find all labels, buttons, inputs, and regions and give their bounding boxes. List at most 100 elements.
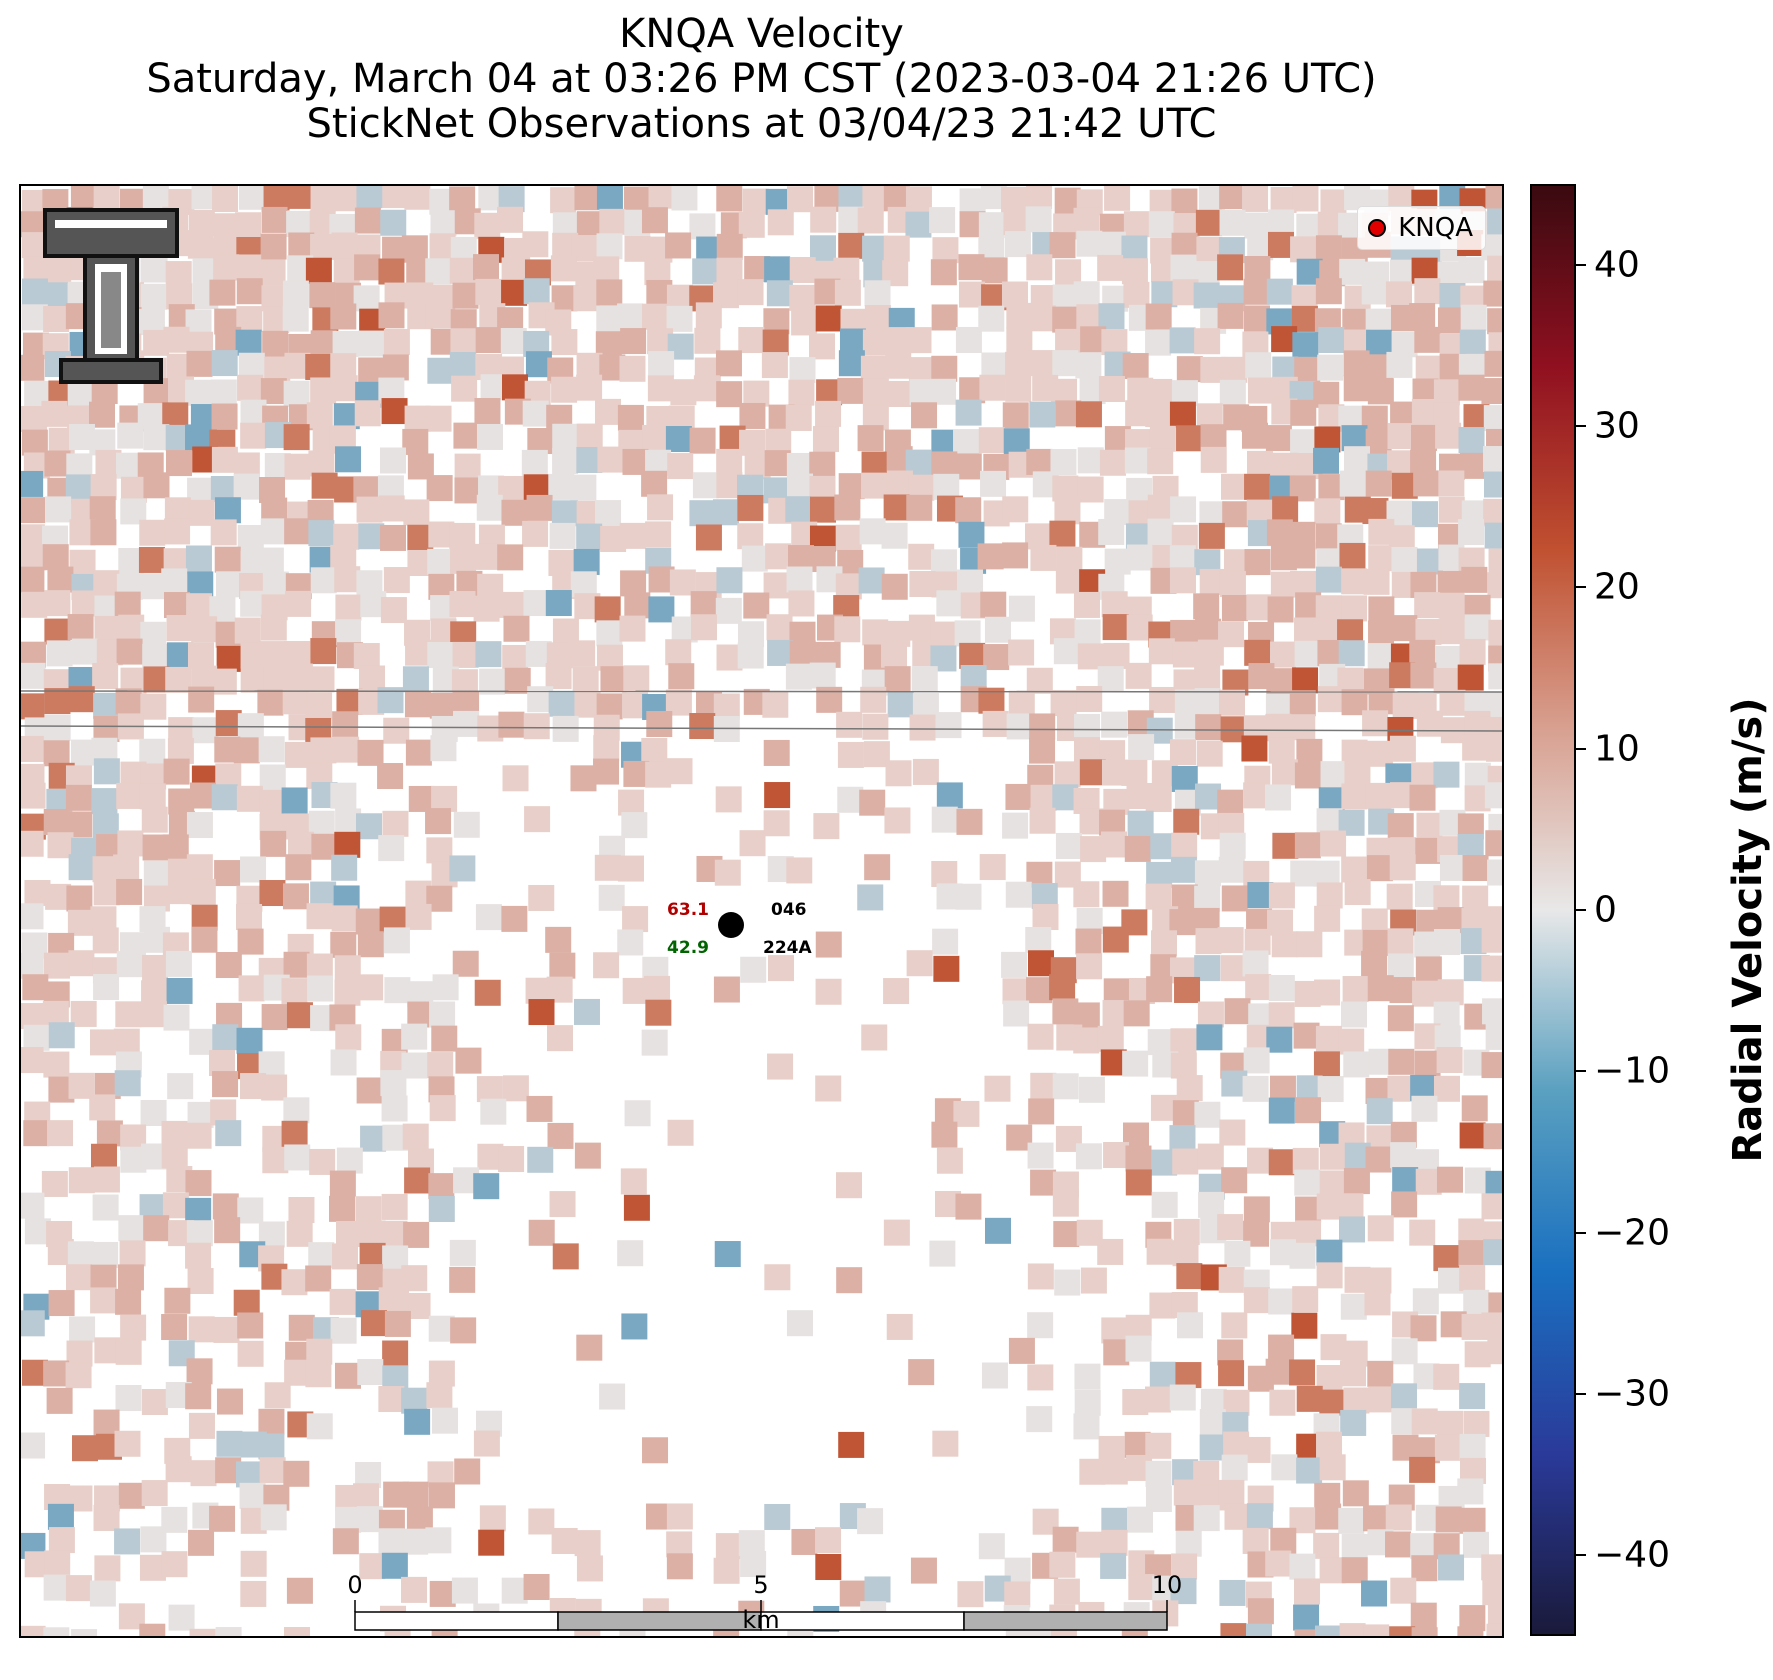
velocity-gate bbox=[978, 427, 1005, 454]
velocity-gate bbox=[860, 1601, 887, 1628]
radar-map[interactable]: KNQA 63.1 42.9 046 224A 0 5 10 km bbox=[19, 184, 1504, 1638]
velocity-gate bbox=[429, 1580, 456, 1607]
velocity-gate bbox=[666, 1553, 693, 1580]
velocity-gate bbox=[594, 398, 621, 425]
velocity-gate bbox=[1075, 1143, 1102, 1170]
velocity-gate bbox=[334, 1362, 361, 1389]
velocity-gate bbox=[1461, 566, 1488, 593]
velocity-gate bbox=[1030, 1169, 1057, 1196]
velocity-gate bbox=[1414, 278, 1441, 305]
velocity-gate bbox=[1313, 860, 1340, 887]
velocity-gate bbox=[815, 1554, 842, 1581]
velocity-gate bbox=[1224, 1503, 1251, 1530]
velocity-gate bbox=[1483, 1239, 1502, 1266]
velocity-gate bbox=[1389, 735, 1416, 762]
velocity-gate bbox=[21, 566, 45, 593]
velocity-gate bbox=[260, 614, 287, 641]
velocity-gate bbox=[333, 736, 360, 763]
velocity-gate bbox=[115, 1338, 142, 1365]
velocity-gate bbox=[1175, 1362, 1202, 1389]
velocity-gate bbox=[1433, 668, 1460, 695]
velocity-gate bbox=[545, 663, 572, 690]
velocity-gate bbox=[617, 404, 644, 431]
velocity-gate bbox=[1368, 596, 1395, 623]
velocity-gate bbox=[1482, 1579, 1502, 1606]
velocity-gate bbox=[596, 186, 623, 210]
velocity-gate bbox=[1343, 1168, 1370, 1195]
velocity-gate bbox=[1170, 1578, 1197, 1605]
velocity-gate bbox=[981, 352, 1008, 379]
velocity-gate bbox=[624, 592, 651, 619]
velocity-gate bbox=[336, 688, 363, 715]
velocity-gate bbox=[1414, 1050, 1441, 1077]
velocity-gate bbox=[669, 569, 696, 596]
velocity-gate bbox=[43, 1360, 70, 1387]
velocity-gate bbox=[47, 566, 74, 593]
velocity-gate bbox=[1247, 450, 1274, 477]
velocity-gate bbox=[1073, 281, 1100, 308]
velocity-gate bbox=[1176, 356, 1203, 383]
velocity-gate bbox=[114, 1430, 141, 1457]
velocity-gate bbox=[187, 232, 214, 259]
velocity-gate bbox=[94, 1555, 121, 1582]
velocity-gate bbox=[929, 1240, 956, 1267]
velocity-gate bbox=[1076, 1531, 1103, 1558]
velocity-gate bbox=[1217, 789, 1244, 816]
velocity-gate bbox=[165, 1456, 192, 1483]
velocity-gate bbox=[165, 450, 192, 477]
velocity-gate bbox=[44, 450, 71, 477]
velocity-gate bbox=[378, 835, 405, 862]
velocity-gate bbox=[1294, 762, 1321, 789]
velocity-gate bbox=[168, 878, 195, 905]
velocity-gate bbox=[953, 429, 980, 456]
velocity-gate bbox=[785, 663, 812, 690]
velocity-gate bbox=[787, 473, 814, 500]
velocity-gate bbox=[281, 787, 308, 814]
sticknet-station-marker[interactable] bbox=[718, 912, 744, 938]
velocity-gate bbox=[690, 614, 717, 641]
velocity-gate bbox=[548, 690, 575, 717]
velocity-gate bbox=[549, 1598, 576, 1625]
velocity-gate bbox=[1004, 231, 1031, 258]
velocity-gate bbox=[118, 1482, 145, 1509]
velocity-gate bbox=[45, 496, 72, 523]
velocity-gate bbox=[1483, 498, 1502, 525]
velocity-gate bbox=[1320, 830, 1347, 857]
velocity-gate bbox=[1218, 689, 1245, 716]
velocity-gate bbox=[1481, 234, 1502, 261]
velocity-gate bbox=[1028, 1098, 1055, 1125]
velocity-gate bbox=[65, 784, 92, 811]
velocity-gate bbox=[743, 592, 770, 619]
velocity-gate bbox=[1171, 765, 1198, 792]
velocity-gate bbox=[474, 398, 501, 425]
velocity-gate bbox=[1026, 977, 1053, 1004]
velocity-gate bbox=[1343, 350, 1370, 377]
velocity-gate bbox=[713, 499, 740, 526]
velocity-gate bbox=[378, 302, 405, 329]
velocity-gate bbox=[910, 1557, 937, 1584]
velocity-gate bbox=[1054, 498, 1081, 525]
colorbar-tick-label: 30 bbox=[1594, 405, 1640, 447]
velocity-gate bbox=[186, 812, 213, 839]
velocity-gate bbox=[189, 1628, 216, 1636]
velocity-gate bbox=[1265, 425, 1292, 452]
velocity-gate bbox=[959, 642, 986, 669]
velocity-gate bbox=[1169, 1384, 1196, 1411]
velocity-gate bbox=[1481, 926, 1502, 953]
velocity-gate bbox=[1002, 402, 1029, 429]
velocity-gate bbox=[1481, 1193, 1502, 1220]
velocity-gate bbox=[1364, 1289, 1391, 1316]
velocity-gate bbox=[92, 927, 119, 954]
velocity-gate bbox=[282, 280, 309, 307]
velocity-gate bbox=[668, 663, 695, 690]
velocity-gate bbox=[1246, 1503, 1273, 1530]
velocity-gate bbox=[692, 258, 719, 285]
velocity-gate bbox=[284, 1627, 311, 1636]
velocity-gate bbox=[402, 428, 429, 455]
velocity-gate bbox=[1170, 1028, 1197, 1055]
velocity-gate bbox=[1194, 783, 1221, 810]
velocity-gate bbox=[1055, 259, 1082, 286]
velocity-gate bbox=[1340, 1293, 1367, 1320]
velocity-gate bbox=[140, 693, 167, 720]
velocity-gate bbox=[1200, 446, 1227, 473]
